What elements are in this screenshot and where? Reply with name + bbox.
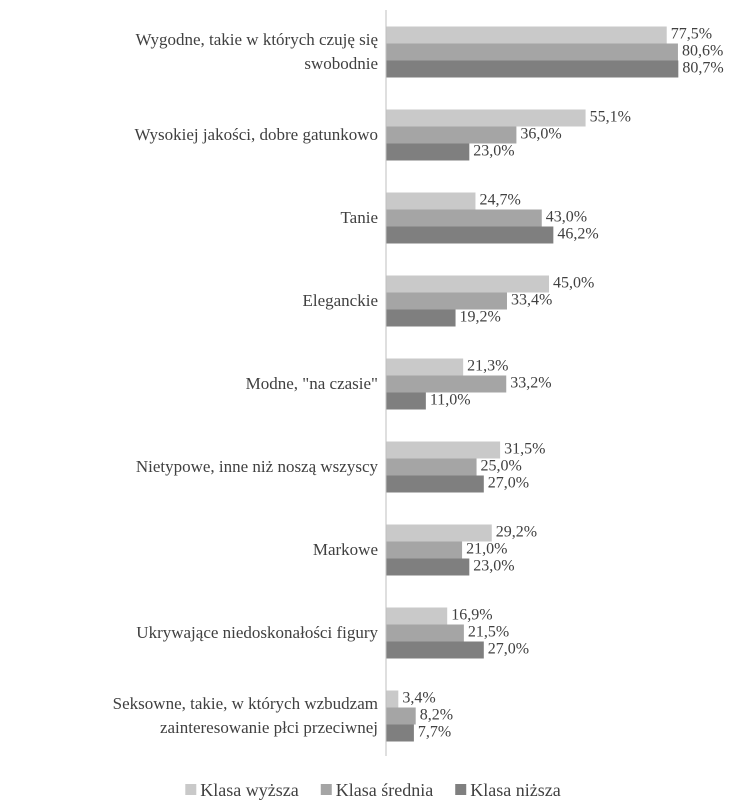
- value-label: 21,5%: [468, 624, 509, 641]
- category-label: Modne, "na czasie": [245, 374, 378, 393]
- value-label: 43,0%: [546, 209, 587, 226]
- value-label: 55,1%: [590, 109, 631, 126]
- legend-label: Klasa niższa: [470, 780, 560, 800]
- bar: [386, 26, 667, 44]
- value-label: 80,6%: [682, 43, 723, 60]
- legend-swatch: [185, 784, 197, 795]
- bar: [386, 624, 464, 642]
- value-label: 29,2%: [496, 524, 537, 541]
- bar: [386, 60, 679, 78]
- bar: [386, 690, 399, 708]
- legend-swatch: [320, 784, 332, 795]
- legend-swatch: [455, 784, 467, 795]
- value-label: 33,2%: [510, 375, 551, 392]
- category-label: Nietypowe, inne niż noszą wszyscy: [135, 457, 378, 476]
- category-label: Wygodne, takie w których czuję się swobo…: [135, 30, 378, 73]
- category-label: Wysokiej jakości, dobre gatunkowo: [134, 125, 378, 144]
- bar: [386, 541, 463, 559]
- bar: [386, 441, 501, 459]
- value-label: 31,5%: [504, 441, 545, 458]
- value-label: 46,2%: [557, 226, 598, 243]
- bar: [386, 641, 484, 659]
- value-label: 23,0%: [473, 558, 514, 575]
- bar: [386, 192, 476, 210]
- value-label: 23,0%: [473, 143, 514, 160]
- bar: [386, 292, 507, 310]
- bar: [386, 607, 448, 625]
- value-label: 21,3%: [467, 358, 508, 375]
- bar: [386, 458, 477, 476]
- value-label: 27,0%: [488, 641, 529, 658]
- value-label: 11,0%: [430, 392, 471, 409]
- value-label: 36,0%: [520, 126, 561, 143]
- value-label: 16,9%: [451, 607, 492, 624]
- bar: [386, 475, 484, 493]
- bar: [386, 275, 549, 293]
- value-label: 33,4%: [511, 292, 552, 309]
- legend-label: Klasa wyższa: [200, 780, 298, 800]
- bar: [386, 109, 586, 127]
- bar: [386, 375, 507, 393]
- value-label: 7,7%: [418, 724, 451, 741]
- category-label: Ukrywające niedoskonałości figury: [136, 623, 378, 642]
- bar: [386, 524, 492, 542]
- value-label: 77,5%: [671, 26, 712, 43]
- value-label: 3,4%: [402, 690, 435, 707]
- bar: [386, 209, 542, 227]
- value-label: 21,0%: [466, 541, 507, 558]
- bar: [386, 126, 517, 144]
- category-label: Tanie: [340, 208, 378, 227]
- category-label: Seksowne, takie, w których wzbudzam zain…: [112, 694, 378, 737]
- bar: [386, 707, 416, 725]
- bar: [386, 43, 678, 61]
- bar: [386, 558, 470, 576]
- value-label: 19,2%: [460, 309, 501, 326]
- bar: [386, 143, 470, 161]
- value-label: 8,2%: [420, 707, 453, 724]
- category-label: Eleganckie: [302, 291, 378, 310]
- value-label: 27,0%: [488, 475, 529, 492]
- value-label: 80,7%: [682, 60, 723, 77]
- bar: [386, 309, 456, 327]
- category-label: Markowe: [312, 540, 378, 559]
- bar: [386, 358, 464, 376]
- bar: [386, 226, 554, 244]
- value-label: 24,7%: [479, 192, 520, 209]
- bar: [386, 392, 426, 410]
- bar: [386, 724, 414, 742]
- value-label: 45,0%: [553, 275, 594, 292]
- legend-label: Klasa średnia: [336, 780, 433, 800]
- value-label: 25,0%: [481, 458, 522, 475]
